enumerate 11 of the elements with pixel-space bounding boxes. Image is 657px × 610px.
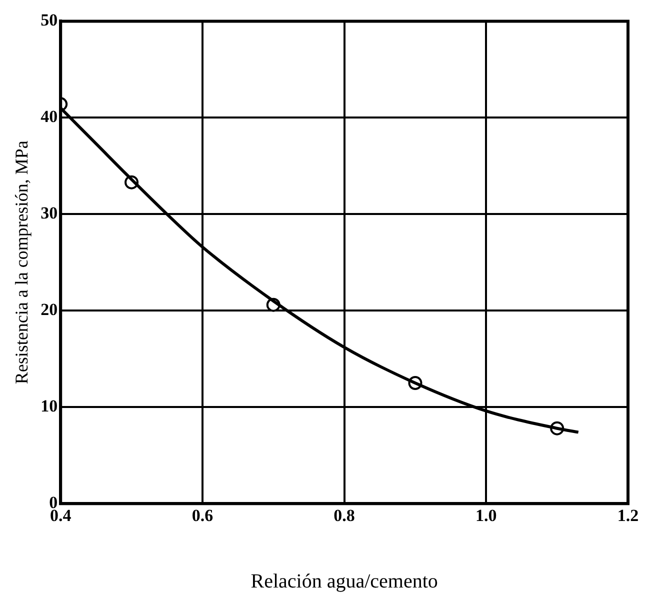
y-axis-title: Resistencia a la compresión, MPa (12, 140, 32, 384)
y-tick-label: 10 (40, 396, 58, 416)
x-tick-label: 1.2 (617, 506, 639, 526)
y-tick-label: 30 (40, 204, 58, 223)
y-tick-label: 50 (40, 10, 58, 30)
x-tick-label: 0.8 (334, 506, 355, 526)
x-tick-label: 0.6 (192, 506, 214, 526)
y-tick-label: 40 (40, 107, 58, 126)
x-axis-title: Relación agua/cemento (250, 570, 438, 592)
x-tick-label: 1.0 (476, 506, 497, 526)
y-tick-label: 20 (40, 300, 58, 320)
